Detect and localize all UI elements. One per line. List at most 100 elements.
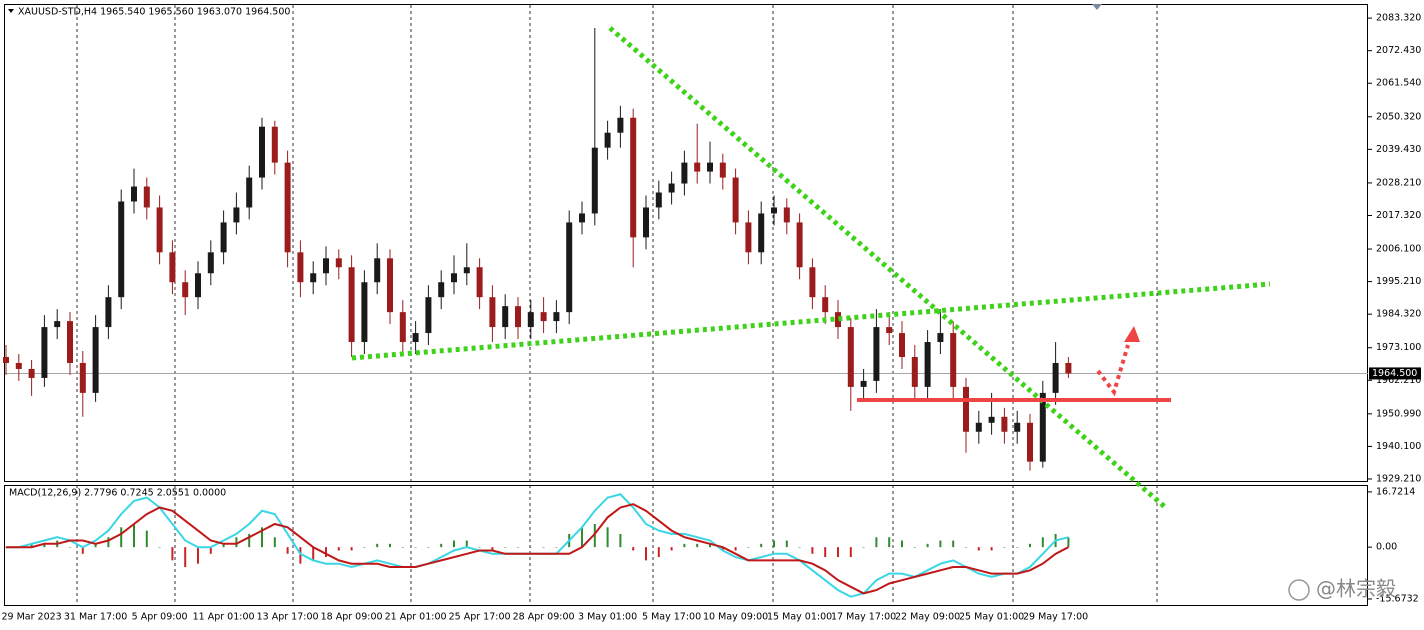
candle-body bbox=[438, 282, 445, 298]
histogram-bar bbox=[491, 547, 494, 551]
histogram-bar bbox=[645, 547, 647, 561]
candle-body bbox=[566, 222, 573, 313]
candle-body bbox=[937, 333, 944, 343]
histogram-bar bbox=[811, 547, 814, 554]
y-tick-label: 0.00 bbox=[1376, 542, 1397, 553]
candle-body bbox=[527, 312, 534, 328]
candle-body bbox=[745, 222, 752, 253]
candle-body bbox=[617, 117, 624, 133]
histogram-bar bbox=[670, 547, 673, 551]
histogram-bar bbox=[325, 547, 327, 558]
histogram-bar bbox=[184, 547, 187, 567]
histogram-bar bbox=[478, 547, 481, 548]
histogram-bar bbox=[440, 543, 443, 548]
candle-body bbox=[860, 380, 867, 387]
histogram-bar bbox=[773, 540, 775, 548]
candle-body bbox=[796, 222, 803, 268]
x-tick-label: 17 May 17:00 bbox=[831, 612, 896, 623]
histogram-bar bbox=[760, 543, 763, 548]
candle-body bbox=[515, 306, 521, 328]
candle-body bbox=[591, 147, 598, 214]
x-tick-label: 18 Apr 09:00 bbox=[321, 612, 383, 623]
candle-body bbox=[707, 162, 713, 172]
watermark: @林宗毅 bbox=[1316, 577, 1396, 601]
histogram-bar bbox=[632, 547, 635, 551]
histogram-bar bbox=[30, 543, 33, 548]
candle-body bbox=[476, 267, 483, 298]
histogram-bar bbox=[849, 547, 852, 558]
histogram-bar bbox=[299, 547, 302, 564]
histogram-bar bbox=[709, 543, 711, 548]
histogram-bar bbox=[901, 540, 903, 548]
candle-body bbox=[1065, 362, 1072, 374]
histogram-bar bbox=[171, 547, 174, 561]
candle-body bbox=[323, 258, 329, 274]
x-tick-label: 29 May 17:00 bbox=[1023, 612, 1088, 623]
candle-body bbox=[835, 312, 841, 328]
candle-body bbox=[246, 177, 253, 208]
candle-body bbox=[694, 162, 701, 172]
candle-body bbox=[220, 222, 227, 253]
y-tick-label: 2050.320 bbox=[1376, 111, 1421, 122]
main-panel bbox=[4, 4, 1368, 482]
histogram-bar bbox=[734, 547, 737, 551]
candle-body bbox=[847, 327, 854, 387]
histogram-bar bbox=[81, 547, 84, 554]
x-tick-label: 21 Apr 01:00 bbox=[385, 612, 447, 623]
candle-body bbox=[1014, 422, 1021, 432]
histogram-bar bbox=[453, 540, 455, 548]
candle-body bbox=[1027, 422, 1033, 462]
x-tick-label: 22 May 09:00 bbox=[895, 612, 960, 623]
histogram-bar bbox=[363, 547, 366, 548]
histogram-bar bbox=[913, 547, 916, 548]
marker bbox=[1092, 4, 1102, 10]
candle-body bbox=[425, 297, 432, 334]
histogram-bar bbox=[875, 537, 878, 548]
candle-body bbox=[143, 186, 150, 208]
y-tick-label: 1984.320 bbox=[1376, 309, 1421, 320]
candle-body bbox=[399, 312, 406, 343]
x-tick-label: 25 May 01:00 bbox=[959, 612, 1024, 623]
histogram-bar bbox=[1016, 547, 1019, 548]
y-tick-label: 1950.990 bbox=[1376, 408, 1421, 419]
y-tick-label: 2072.430 bbox=[1376, 45, 1421, 56]
histogram-bar bbox=[555, 547, 558, 548]
candle-body bbox=[809, 267, 816, 298]
candle-body bbox=[1052, 362, 1059, 393]
candle-body bbox=[719, 162, 726, 178]
x-tick-label: 13 Apr 17:00 bbox=[257, 612, 319, 623]
candle-body bbox=[655, 192, 662, 208]
histogram-bar bbox=[427, 547, 430, 548]
candle-body bbox=[297, 252, 304, 283]
histogram-bar bbox=[1003, 547, 1006, 548]
y-tick-label: 1962.210 bbox=[1376, 375, 1421, 386]
histogram-bar bbox=[273, 537, 276, 548]
candle-body bbox=[899, 333, 905, 357]
histogram-bar bbox=[529, 547, 532, 548]
histogram-bar bbox=[465, 540, 468, 548]
candle-body bbox=[579, 213, 585, 223]
histogram-bar bbox=[107, 537, 110, 548]
candle-body bbox=[924, 342, 931, 387]
candle-body bbox=[92, 327, 99, 393]
histogram-bar bbox=[337, 547, 340, 551]
candle-body bbox=[387, 258, 393, 313]
marks: 2083.320 2072.430 2061.540 2050.320 2039.430… bbox=[1, 13, 1421, 623]
histogram-bar bbox=[414, 547, 417, 548]
histogram-bar bbox=[696, 543, 699, 548]
histogram-bar bbox=[542, 547, 545, 548]
histogram-bar bbox=[209, 547, 212, 554]
candle-body bbox=[67, 321, 73, 363]
candle-body bbox=[451, 273, 457, 283]
histogram-bar bbox=[261, 527, 263, 548]
candle-body bbox=[502, 306, 509, 328]
histogram-bar bbox=[133, 524, 135, 548]
histogram-bar bbox=[721, 547, 724, 551]
arrow bbox=[1096, 344, 1130, 397]
trend-line bbox=[351, 281, 1271, 361]
candle-body bbox=[758, 213, 765, 253]
candle-body bbox=[822, 297, 829, 313]
candle-body bbox=[335, 258, 342, 268]
candle-body bbox=[630, 117, 637, 238]
histogram-bar bbox=[798, 547, 801, 548]
